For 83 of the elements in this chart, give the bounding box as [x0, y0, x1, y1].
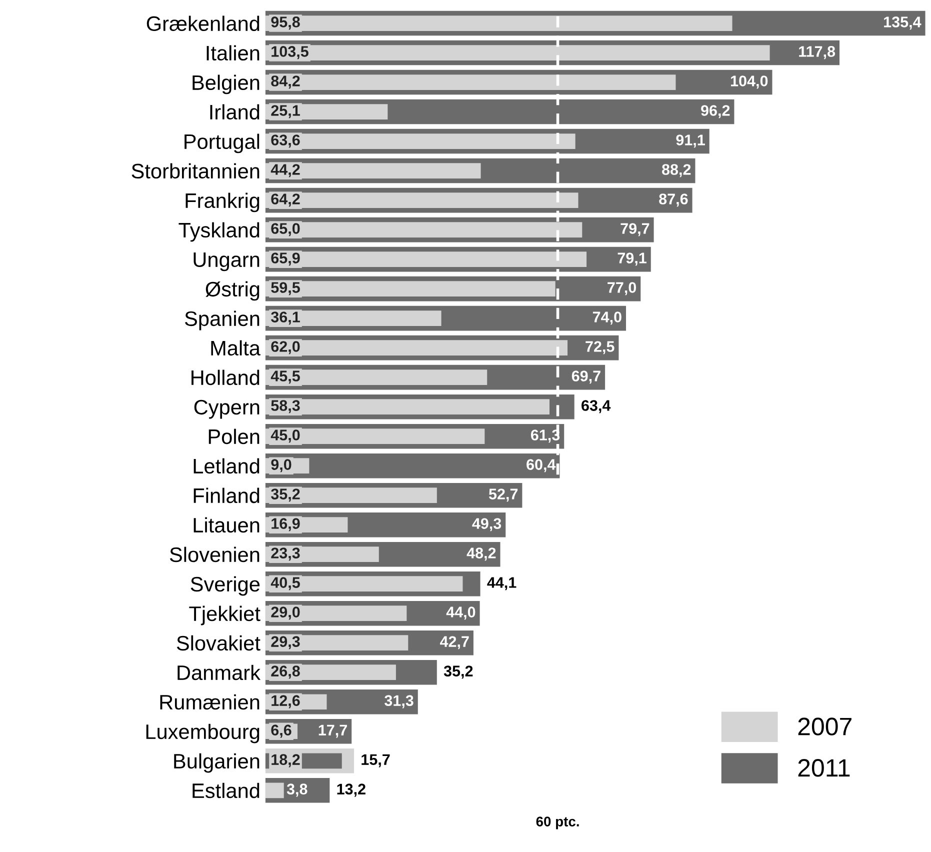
- data-label: 36,1: [270, 312, 300, 325]
- data-label: 74,0: [592, 312, 622, 325]
- data-label: 26,8: [271, 666, 300, 679]
- data-label: 64,2: [271, 194, 300, 207]
- data-label: 25,1: [271, 105, 300, 118]
- data-label: 87,6: [659, 194, 688, 207]
- data-label: 12,6: [272, 695, 300, 708]
- data-label: 44,1: [487, 577, 516, 590]
- data-label: 91,1: [676, 134, 705, 148]
- y-tick-label: Estland: [192, 782, 260, 798]
- data-label: 40,5: [270, 577, 300, 590]
- y-tick-label: Grækenland: [146, 16, 260, 32]
- data-label: 65,0: [271, 223, 300, 236]
- data-label: 96,2: [701, 105, 730, 118]
- data-label: 135,4: [884, 16, 922, 30]
- data-label: 79,7: [620, 223, 650, 236]
- data-label: 104,0: [730, 76, 768, 89]
- data-label: 52,7: [488, 488, 518, 502]
- y-tick-label: Finland: [194, 488, 260, 504]
- data-label: 3,8: [286, 784, 308, 797]
- data-label: 13,2: [337, 784, 366, 797]
- data-label: 49,3: [472, 518, 502, 532]
- data-label: 65,9: [271, 252, 300, 266]
- y-tick-label: Slovenien: [170, 546, 260, 562]
- data-label: 31,3: [384, 695, 414, 708]
- data-label: 15,7: [362, 754, 390, 768]
- y-tick-label: Sverige: [190, 576, 260, 596]
- y-tick-label: Tyskland: [178, 222, 260, 242]
- y-tick-label: Litauen: [194, 517, 260, 533]
- y-tick-label: Irland: [210, 104, 260, 120]
- y-tick-label: Polen: [208, 428, 260, 444]
- data-label: 29,3: [271, 636, 300, 650]
- legend-label: 2011: [798, 759, 850, 777]
- ref-line-label: 60 ptc.: [536, 816, 579, 830]
- legend-label: 2007: [798, 718, 852, 736]
- data-label: 42,7: [440, 636, 469, 650]
- data-label: 18,2: [272, 754, 300, 768]
- data-label: 29,0: [271, 606, 300, 620]
- y-tick-label: Holland: [192, 370, 260, 386]
- data-label: 45,5: [270, 370, 300, 384]
- data-label: 17,7: [318, 724, 347, 738]
- data-label: 62,0: [271, 341, 300, 354]
- y-tick-label: Cypern: [194, 400, 260, 419]
- data-label: 72,5: [586, 341, 614, 354]
- y-tick-label: Slovakiet: [176, 635, 260, 651]
- y-tick-label: Rumænien: [160, 694, 260, 710]
- y-tick-label: Belgien: [192, 74, 260, 94]
- data-label: 79,1: [618, 252, 646, 266]
- data-label: 58,3: [271, 400, 300, 414]
- data-label: 69,7: [572, 370, 600, 384]
- data-label: 95,8: [271, 16, 300, 30]
- y-tick-label: Østrig: [206, 281, 260, 301]
- data-label: 16,9: [272, 518, 300, 532]
- y-tick-label: Luxembourg: [146, 724, 260, 744]
- y-tick-label: Ungarn: [194, 252, 260, 272]
- data-label: 35,2: [444, 666, 473, 679]
- y-tick-label: Frankrig: [186, 192, 260, 212]
- data-label: 9,0: [271, 459, 292, 472]
- y-tick-label: Bulgarien: [174, 753, 260, 773]
- y-tick-label: Spanien: [184, 310, 260, 330]
- data-label: 103,5: [272, 46, 308, 60]
- data-label: 45,0: [270, 430, 300, 443]
- data-label: 117,8: [799, 46, 836, 60]
- y-tick-label: Italien: [206, 45, 260, 61]
- y-tick-label: Tjekkiet: [189, 606, 260, 626]
- data-label: 44,2: [270, 164, 300, 178]
- data-label: 63,6: [271, 134, 300, 148]
- data-label: 84,2: [271, 76, 300, 89]
- y-tick-label: Danmark: [178, 664, 261, 680]
- data-label: 60,4: [526, 459, 556, 472]
- data-label: 59,5: [271, 282, 300, 296]
- data-label: 23,3: [271, 548, 300, 561]
- y-tick-label: Malta: [211, 340, 260, 356]
- data-label: 63,4: [582, 400, 611, 414]
- data-label: 77,0: [608, 282, 636, 296]
- data-label: 44,0: [446, 606, 476, 620]
- data-label: 48,2: [466, 548, 496, 561]
- y-tick-label: Letland: [194, 458, 260, 474]
- data-label: 6,6: [271, 724, 292, 738]
- data-label: 88,2: [662, 164, 691, 178]
- y-tick-label: Storbritannien: [132, 163, 260, 179]
- y-tick-label: Portugal: [184, 134, 260, 154]
- data-label: 35,2: [270, 488, 300, 502]
